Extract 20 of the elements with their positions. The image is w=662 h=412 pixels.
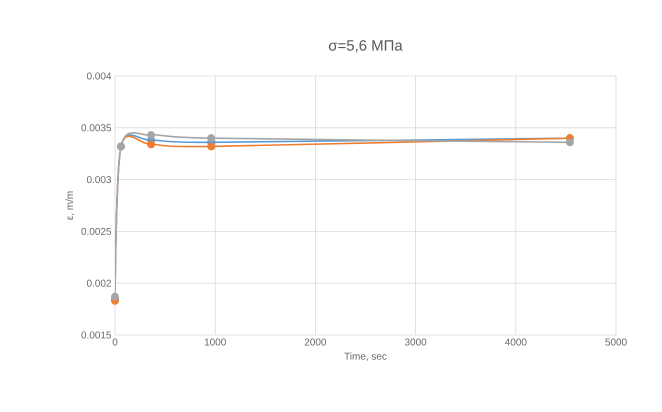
y-tick-label: 0.002: [86, 280, 111, 287]
chart-title: σ=5,6 МПа: [328, 40, 403, 52]
point: [147, 131, 156, 140]
x-tick-label: 0: [112, 338, 118, 346]
y-tick-label: 0.0025: [81, 228, 112, 235]
point: [566, 138, 574, 146]
x-tick-label: 1000: [204, 338, 226, 346]
y-tick-label: 0.0035: [81, 124, 112, 132]
x-tick-label: 4000: [504, 338, 526, 346]
point: [147, 140, 156, 148]
x-tick-label: 5000: [605, 338, 627, 346]
x-tick-label: 3000: [404, 338, 426, 346]
point: [207, 134, 216, 142]
y-tick-label: 0.0015: [81, 331, 112, 339]
point: [207, 142, 216, 150]
y-axis-title: ε, m/m: [66, 191, 74, 220]
y-tick-label: 0.003: [86, 176, 112, 184]
x-axis-title: Time, sec: [344, 352, 387, 361]
y-tick-label: 0.004: [86, 72, 112, 80]
x-tick-label: 2000: [304, 338, 326, 346]
